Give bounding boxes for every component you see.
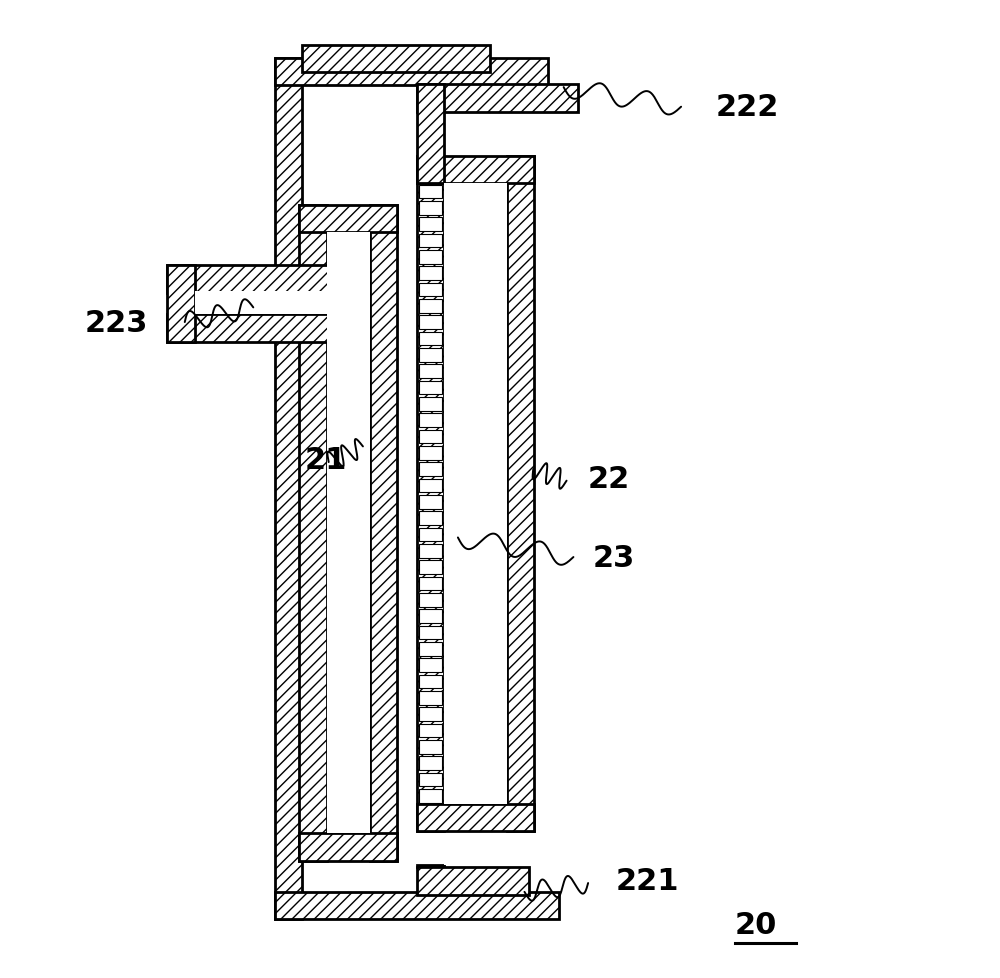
Bar <box>419 235 442 248</box>
Bar <box>419 789 442 803</box>
Bar <box>419 496 442 510</box>
Bar <box>419 414 442 427</box>
Bar <box>299 59 302 892</box>
Bar <box>444 839 507 866</box>
Text: 20: 20 <box>735 910 777 939</box>
Bar <box>419 626 442 640</box>
Bar <box>419 658 442 673</box>
Bar <box>444 184 507 804</box>
Text: 21: 21 <box>304 445 347 474</box>
Bar <box>419 511 442 525</box>
Bar <box>419 560 442 574</box>
Bar <box>417 85 578 112</box>
Bar <box>419 675 442 689</box>
Bar <box>419 250 442 264</box>
Bar <box>507 156 534 831</box>
Text: 222: 222 <box>715 93 779 122</box>
Bar <box>419 299 442 313</box>
Bar <box>419 397 442 412</box>
Bar <box>419 267 442 281</box>
Bar <box>370 205 397 861</box>
Bar <box>167 315 329 342</box>
Bar <box>195 291 329 315</box>
Bar <box>419 201 442 215</box>
Bar <box>419 316 442 330</box>
Bar <box>417 156 444 831</box>
Bar <box>419 756 442 771</box>
Bar <box>275 59 302 919</box>
Bar <box>302 46 490 73</box>
Bar <box>419 691 442 705</box>
Bar <box>167 266 195 342</box>
Bar <box>417 867 529 895</box>
Bar <box>417 156 534 184</box>
Bar <box>275 59 548 86</box>
Text: 223: 223 <box>84 308 148 337</box>
Bar <box>419 577 442 591</box>
Bar <box>419 430 442 444</box>
Bar <box>417 85 444 184</box>
Bar <box>419 218 442 232</box>
Bar <box>275 892 559 919</box>
Bar <box>419 186 442 200</box>
Bar <box>419 333 442 346</box>
Bar <box>419 609 442 623</box>
Bar <box>419 545 442 558</box>
Bar <box>419 479 442 493</box>
Bar <box>419 348 442 363</box>
Bar <box>419 594 442 607</box>
Bar <box>299 205 397 233</box>
Bar <box>417 804 534 831</box>
Bar <box>417 866 444 867</box>
Bar <box>419 740 442 754</box>
Bar <box>327 233 370 833</box>
Text: 221: 221 <box>616 866 679 895</box>
Text: 22: 22 <box>588 465 630 494</box>
Bar <box>167 266 329 293</box>
Bar <box>419 528 442 542</box>
Text: 23: 23 <box>593 543 635 572</box>
Bar <box>419 381 442 395</box>
Bar <box>419 643 442 656</box>
Bar <box>419 365 442 378</box>
Bar <box>419 724 442 737</box>
Bar <box>419 463 442 476</box>
Bar <box>299 833 397 861</box>
Bar <box>419 707 442 722</box>
Bar <box>419 773 442 786</box>
Bar <box>419 284 442 297</box>
Bar <box>419 446 442 461</box>
Bar <box>299 205 327 861</box>
